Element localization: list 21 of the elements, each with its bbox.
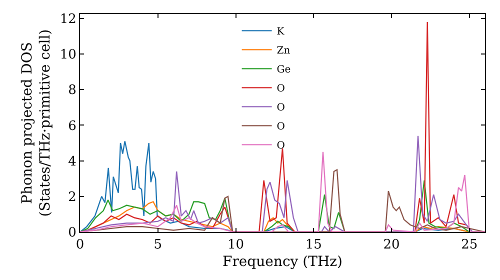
legend-label: O [276, 102, 286, 114]
x-tick-label: 10 [227, 238, 244, 253]
y-tick-label: 4 [68, 154, 76, 170]
x-axis-title: Frequency (THz) [222, 254, 343, 270]
x-tick-label: 25 [461, 238, 478, 253]
legend-label: O [276, 140, 286, 152]
x-tick-label: 15 [305, 238, 322, 253]
x-tick-label: 5 [154, 238, 162, 253]
y-axis-title: Phonon projected DOS (States/THz·primitive cell) [19, 29, 54, 217]
y-tick-label: 10 [60, 48, 76, 63]
legend-label: O [276, 84, 286, 95]
legend-label: Zn [276, 46, 291, 57]
x-tick-label: 20 [383, 238, 400, 253]
y-tick-label: 2 [68, 190, 76, 205]
y-tick-label: 12 [60, 12, 76, 27]
legend-label: K [276, 26, 285, 38]
y-tick-label: 0 [68, 226, 76, 241]
legend-label: O [276, 122, 286, 133]
legend-label: Ge [276, 64, 291, 76]
y-tick-label: 6 [68, 118, 76, 134]
y-tick-label: 8 [68, 83, 76, 98]
